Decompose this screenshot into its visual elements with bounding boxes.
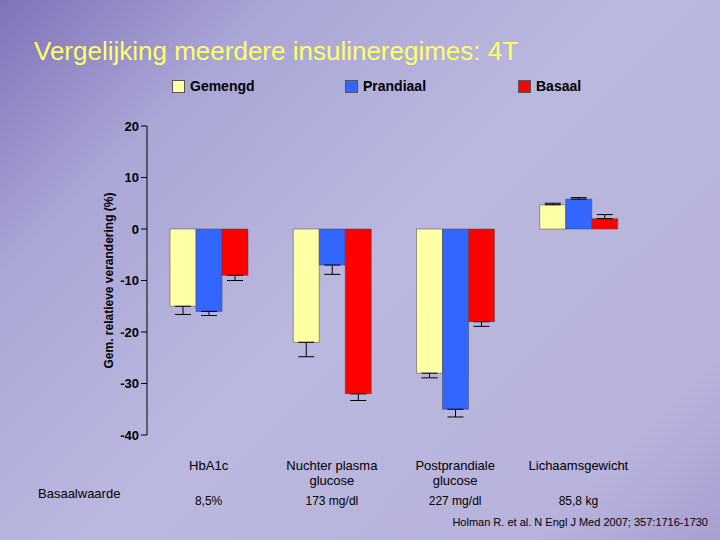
svg-text:0: 0 [132,222,139,237]
svg-text:Gem. relatieve verandering (%): Gem. relatieve verandering (%) [102,192,116,368]
svg-text:glucose: glucose [309,473,354,488]
svg-text:227 mg/dl: 227 mg/dl [429,494,482,508]
svg-text:20: 20 [125,119,139,134]
svg-text:85,8 kg: 85,8 kg [559,494,598,508]
svg-text:10: 10 [125,170,139,185]
svg-text:glucose: glucose [433,473,478,488]
html-text:Holman R. et al. N Engl J Med: Holman R. et al. N Engl J Med 2007; 357:… [452,516,708,528]
svg-text:-20: -20 [120,325,139,340]
svg-text:173 mg/dl: 173 mg/dl [306,494,359,508]
svg-text:Postprandiale: Postprandiale [415,458,495,473]
svg-text:-10: -10 [120,273,139,288]
svg-text:8,5%: 8,5% [195,494,223,508]
html-text:Vergelijking meerdere insuline: Vergelijking meerdere insulineregimes: 4… [34,36,519,66]
svg-text:Lichaamsgewicht: Lichaamsgewicht [529,458,629,473]
svg-text:Nuchter plasma: Nuchter plasma [286,458,378,473]
html-text:Basaal: Basaal [536,78,582,94]
svg-text:HbA1c: HbA1c [189,458,229,473]
html-text:Basaalwaarde: Basaalwaarde [38,486,121,501]
svg-text:-30: -30 [120,376,139,391]
html-text:Gemengd: Gemengd [190,78,255,94]
html-text:Prandiaal: Prandiaal [363,78,426,94]
svg-text:-40: -40 [120,428,139,443]
